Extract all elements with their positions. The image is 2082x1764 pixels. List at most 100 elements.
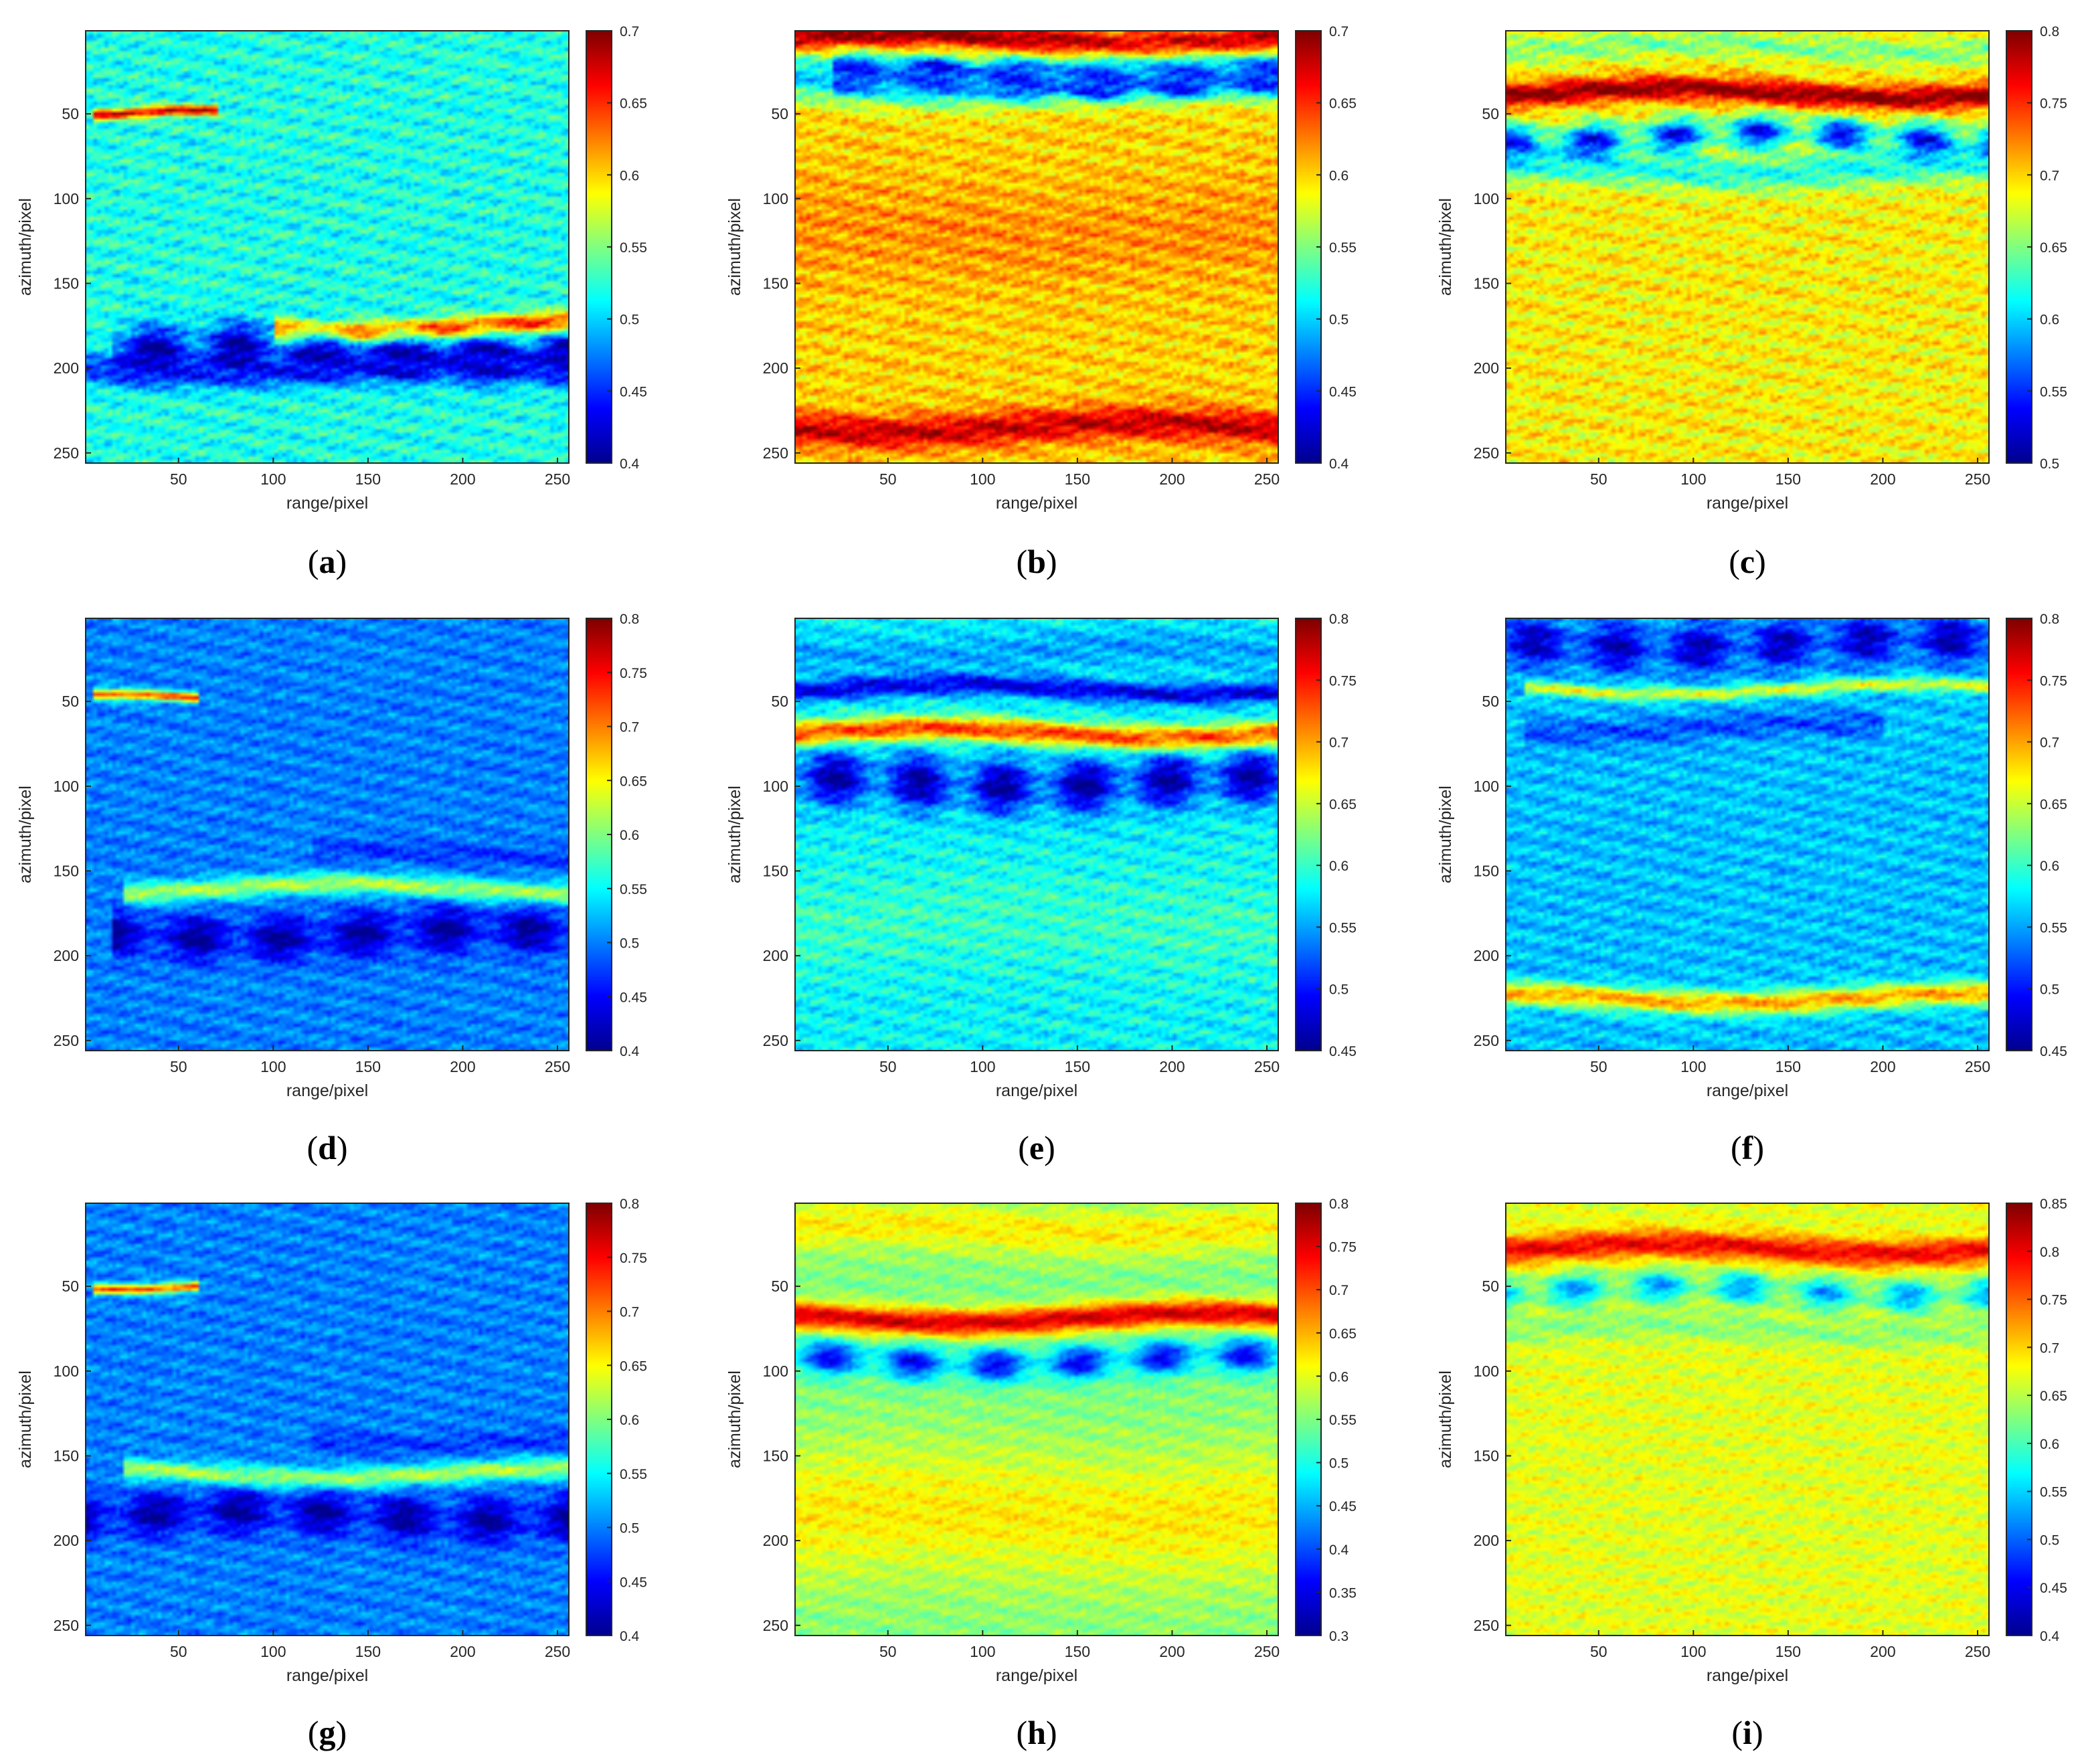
colorbar-tick-label: 0.5: [2040, 456, 2059, 472]
heatmap-image: [1506, 618, 1989, 1051]
colorbar-tick-label: 0.5: [2040, 982, 2059, 998]
x-tick-label: 50: [879, 470, 897, 488]
colorbar-tick-label: 0.65: [620, 774, 647, 789]
x-axis-label: range/pixel: [996, 1081, 1077, 1100]
colorbar-tick-label: 0.55: [620, 882, 647, 897]
axes-frame: [794, 30, 1279, 464]
x-tick-label: 50: [170, 470, 187, 488]
colorbar-frame: [2006, 618, 2032, 1051]
y-tick-label: 50: [771, 693, 788, 710]
x-tick-label: 100: [970, 470, 995, 488]
colorbar-tick-label: 0.45: [2040, 1581, 2067, 1596]
heatmap-image: [86, 618, 569, 1051]
panel-label: (d): [307, 1129, 347, 1166]
colorbar-tick-label: 0.75: [620, 666, 647, 681]
heatmap-image: [795, 31, 1278, 463]
x-tick-label: 50: [170, 1058, 187, 1075]
panel-label: (a): [308, 543, 347, 580]
colorbar-tick-label: 0.6: [620, 168, 639, 183]
colorbar-tick-label: 0.45: [620, 1575, 647, 1590]
x-tick-label: 50: [1590, 1643, 1608, 1660]
x-axis-label: range/pixel: [996, 494, 1077, 513]
x-tick-label: 150: [1775, 1643, 1801, 1660]
x-axis-label: range/pixel: [1707, 1666, 1788, 1685]
y-tick-label: 250: [54, 1617, 79, 1634]
colorbar-tick-label: 0.4: [620, 1629, 640, 1644]
x-tick-label: 50: [879, 1058, 897, 1075]
y-axis-label: azimuth/pixel: [16, 786, 35, 883]
colorbar-tick-label: 0.7: [2040, 735, 2059, 751]
colorbar-tick-label: 0.4: [1329, 1542, 1349, 1558]
colorbar-frame: [1295, 618, 1322, 1051]
colorbar-tick-label: 0.7: [620, 720, 639, 735]
panel-label: (h): [1016, 1714, 1057, 1751]
y-tick-label: 200: [763, 359, 788, 377]
x-tick-label: 200: [1159, 470, 1185, 488]
colorbar-tick-label: 0.55: [620, 240, 647, 256]
x-tick-label: 250: [1965, 1643, 1990, 1660]
y-tick-label: 150: [763, 862, 788, 879]
x-tick-label: 100: [1680, 470, 1706, 488]
colorbar-frame: [2006, 1203, 2032, 1636]
colorbar-tick-label: 0.6: [620, 1413, 639, 1428]
colorbar-tick-label: 0.35: [1329, 1585, 1357, 1601]
y-tick-label: 250: [763, 444, 788, 462]
y-tick-label: 100: [1474, 190, 1499, 207]
x-axis-label: range/pixel: [1707, 1081, 1788, 1100]
x-tick-label: 200: [1159, 1058, 1185, 1075]
colorbar-tick-label: 0.5: [1329, 1456, 1349, 1472]
colorbar-tick-label: 0.55: [1329, 920, 1357, 936]
colorbar-tick-label: 0.45: [620, 384, 647, 400]
colorbar-tick-label: 0.4: [620, 456, 640, 472]
x-tick-label: 250: [1965, 1058, 1990, 1075]
x-axis-label: range/pixel: [286, 1666, 368, 1685]
x-tick-label: 100: [260, 1643, 286, 1660]
colorbar-tick-label: 0.7: [2040, 168, 2059, 183]
colorbar-tick-label: 0.4: [1329, 456, 1349, 472]
panel-h: 50 100 150 200 250 50 100 150 200 250 range/pixel a…: [725, 1197, 1357, 1751]
x-tick-label: 150: [1775, 470, 1801, 488]
y-tick-label: 50: [771, 105, 788, 122]
y-tick-label: 150: [1474, 274, 1499, 292]
y-axis-label: azimuth/pixel: [1436, 1371, 1455, 1468]
colorbar-tick-label: 0.45: [1329, 1499, 1357, 1514]
heatmap-image: [1506, 31, 1989, 463]
y-tick-label: 150: [763, 1447, 788, 1464]
colorbar-tick-label: 0.55: [2040, 1485, 2067, 1500]
heatmap-image: [795, 618, 1278, 1051]
y-tick-label: 150: [1474, 1447, 1499, 1464]
colorbar-tick-label: 0.5: [620, 1521, 639, 1536]
y-tick-label: 100: [763, 1362, 788, 1380]
y-tick-label: 100: [763, 190, 788, 207]
y-tick-label: 250: [763, 1617, 788, 1634]
y-tick-label: 200: [54, 947, 79, 964]
colorbar-tick-label: 0.55: [620, 1467, 647, 1482]
y-tick-label: 200: [763, 947, 788, 964]
panel-label: (f): [1731, 1129, 1764, 1166]
axes-frame: [85, 618, 570, 1051]
y-tick-label: 100: [54, 1362, 79, 1380]
colorbar-tick-label: 0.7: [1329, 1283, 1349, 1298]
y-tick-label: 150: [54, 1447, 79, 1464]
colorbar-tick-label: 0.7: [1329, 735, 1349, 751]
y-tick-label: 250: [1474, 444, 1499, 462]
y-axis-label: azimuth/pixel: [16, 198, 35, 296]
x-tick-label: 150: [1065, 470, 1090, 488]
x-tick-label: 50: [1590, 1058, 1608, 1075]
y-tick-label: 200: [1474, 359, 1499, 377]
y-axis-label: azimuth/pixel: [725, 786, 744, 883]
x-tick-label: 200: [1870, 470, 1895, 488]
x-tick-label: 100: [1680, 1643, 1706, 1660]
colorbar-tick-label: 0.75: [1329, 673, 1357, 689]
y-tick-label: 50: [771, 1277, 788, 1295]
colorbar-tick-label: 0.7: [2040, 1340, 2059, 1356]
y-axis-label: azimuth/pixel: [1436, 198, 1455, 296]
colorbar-tick-label: 0.3: [1329, 1629, 1349, 1644]
x-tick-label: 150: [1065, 1643, 1090, 1660]
x-tick-label: 200: [450, 1643, 475, 1660]
colorbar-tick-label: 0.7: [620, 24, 639, 39]
colorbar: [1296, 618, 1321, 1051]
heatmap-image: [86, 1203, 569, 1636]
x-tick-label: 250: [1254, 1058, 1280, 1075]
colorbar-tick-label: 0.75: [2040, 673, 2067, 689]
